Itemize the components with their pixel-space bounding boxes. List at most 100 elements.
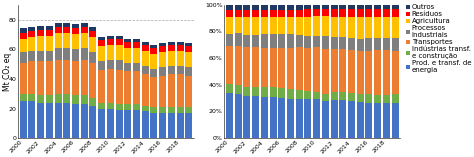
Bar <box>365 9 373 17</box>
Bar <box>150 107 157 113</box>
Bar <box>270 5 276 10</box>
Bar <box>142 51 149 65</box>
Bar <box>304 48 311 91</box>
Legend: Outros, Resíduos, Agricultura, Processos
industriais, Transportes, Indústrias tr: Outros, Resíduos, Agricultura, Processos… <box>406 4 471 73</box>
Bar <box>243 17 250 35</box>
Bar <box>98 61 105 70</box>
Bar <box>348 17 355 38</box>
Bar <box>81 104 88 138</box>
Bar <box>296 17 303 35</box>
Bar <box>150 68 157 77</box>
Bar <box>252 87 259 96</box>
Bar <box>116 110 123 138</box>
Bar <box>322 16 329 36</box>
Bar <box>374 103 381 138</box>
Bar <box>287 99 294 138</box>
Bar <box>392 5 399 9</box>
Bar <box>63 27 70 33</box>
Bar <box>392 17 399 38</box>
Bar <box>374 17 381 38</box>
Bar <box>330 49 337 92</box>
Bar <box>37 95 44 103</box>
Bar <box>28 27 36 31</box>
Bar <box>159 76 166 107</box>
Bar <box>392 51 399 94</box>
Bar <box>313 47 320 92</box>
Bar <box>63 60 70 94</box>
Bar <box>357 102 364 138</box>
Bar <box>243 10 250 17</box>
Bar <box>235 94 242 138</box>
Bar <box>142 45 149 51</box>
Bar <box>392 38 399 51</box>
Bar <box>72 24 79 28</box>
Bar <box>63 94 70 103</box>
Bar <box>116 36 123 39</box>
Bar <box>72 34 79 49</box>
Bar <box>159 46 166 52</box>
Bar <box>304 36 311 48</box>
Bar <box>348 50 355 93</box>
Bar <box>98 40 105 46</box>
Bar <box>28 61 36 94</box>
Bar <box>20 94 27 101</box>
Bar <box>252 35 259 47</box>
Bar <box>235 17 242 33</box>
Bar <box>348 38 355 50</box>
Bar <box>177 113 183 138</box>
Bar <box>339 49 346 92</box>
Bar <box>235 85 242 94</box>
Bar <box>72 104 79 138</box>
Bar <box>270 97 276 138</box>
Bar <box>28 51 36 61</box>
Bar <box>37 103 44 138</box>
Bar <box>124 71 131 104</box>
Bar <box>287 10 294 17</box>
Bar <box>81 95 88 104</box>
Bar <box>150 113 157 138</box>
Bar <box>348 93 355 101</box>
Bar <box>124 48 131 63</box>
Bar <box>348 5 355 9</box>
Bar <box>296 35 303 47</box>
Bar <box>142 106 149 111</box>
Bar <box>55 23 62 27</box>
Bar <box>55 33 62 48</box>
Bar <box>98 37 105 40</box>
Bar <box>383 17 390 38</box>
Bar <box>124 42 131 48</box>
Bar <box>46 61 53 95</box>
Bar <box>63 48 70 60</box>
Bar <box>287 34 294 48</box>
Bar <box>81 33 88 48</box>
Bar <box>235 46 242 85</box>
Bar <box>287 48 294 89</box>
Bar <box>72 95 79 104</box>
Bar <box>124 110 131 138</box>
Bar <box>261 87 268 97</box>
Bar <box>159 67 166 76</box>
Bar <box>81 27 88 33</box>
Bar <box>296 10 303 17</box>
Bar <box>339 100 346 138</box>
Bar <box>270 48 276 87</box>
Bar <box>46 95 53 103</box>
Bar <box>90 27 96 31</box>
Bar <box>304 16 311 36</box>
Bar <box>383 50 390 95</box>
Bar <box>365 103 373 138</box>
Bar <box>304 99 311 138</box>
Bar <box>116 70 123 104</box>
Bar <box>185 46 192 52</box>
Bar <box>296 99 303 138</box>
Bar <box>46 103 53 138</box>
Bar <box>374 95 381 103</box>
Bar <box>313 5 320 9</box>
Bar <box>37 36 44 51</box>
Bar <box>168 74 175 107</box>
Bar <box>252 10 259 17</box>
Bar <box>392 103 399 138</box>
Bar <box>287 17 294 34</box>
Bar <box>365 94 373 103</box>
Bar <box>235 5 242 10</box>
